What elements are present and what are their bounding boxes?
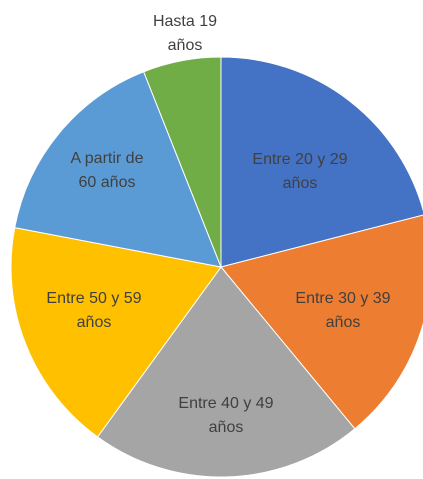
slice-label: Hasta 19 años bbox=[152, 13, 218, 54]
pie-slice bbox=[10, 227, 222, 438]
pie-slice bbox=[96, 266, 356, 478]
slice-label: Entre 20 y 29 años bbox=[252, 151, 348, 192]
pie-slice bbox=[220, 56, 423, 268]
pie-slice bbox=[220, 214, 423, 430]
slice-label: Entre 50 y 59 años bbox=[46, 290, 142, 331]
pie-slice bbox=[14, 71, 222, 268]
slice-label: Entre 40 y 49 años bbox=[178, 395, 274, 436]
slice-label: Entre 30 y 39 años bbox=[295, 290, 391, 331]
pie-slice bbox=[143, 56, 222, 268]
slice-label: A partir de 60 años bbox=[70, 150, 144, 191]
